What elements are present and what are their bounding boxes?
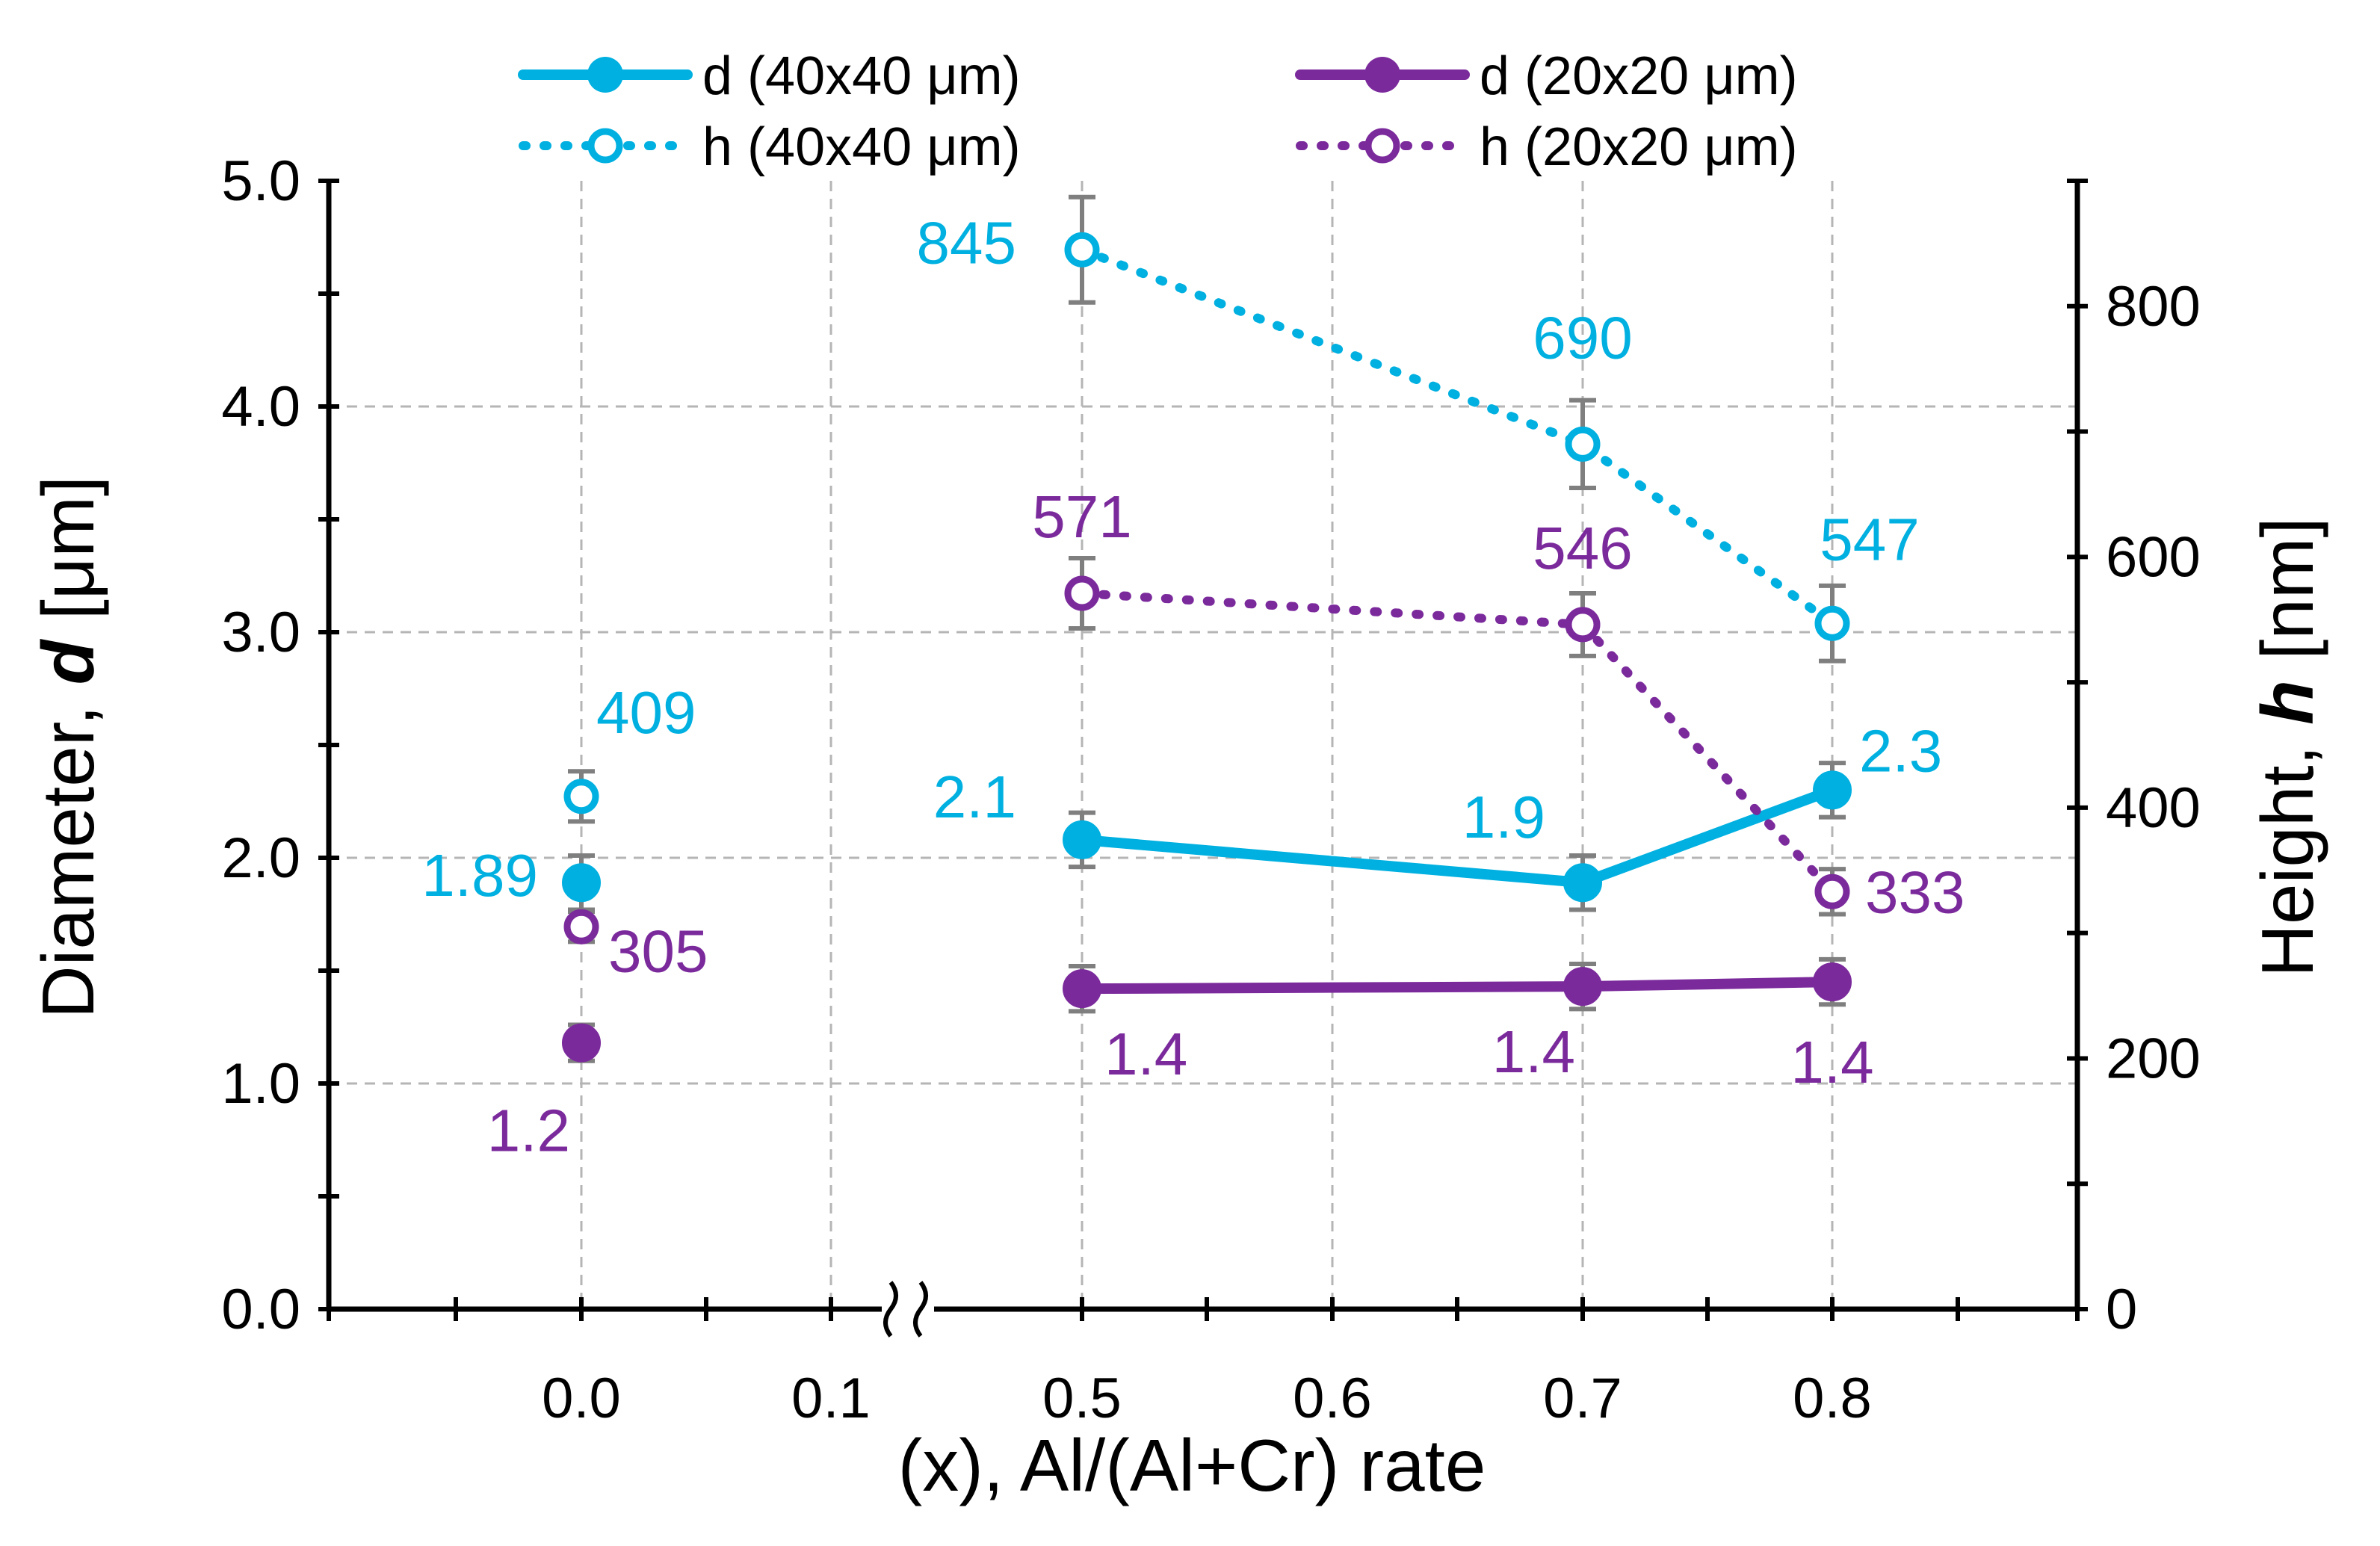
data-point [562, 863, 601, 903]
y-left-tick-label: 2.0 [221, 826, 300, 890]
y-right-tick-label: 400 [2106, 776, 2201, 840]
data-point [563, 909, 599, 944]
legend-marker [587, 57, 623, 93]
data-point [1813, 770, 1852, 810]
y-right-tick-label: 0 [2106, 1278, 2137, 1341]
data-point [1063, 820, 1101, 859]
data-point [1064, 575, 1100, 611]
data-label: 690 [1533, 304, 1632, 371]
data-label: 845 [917, 209, 1016, 276]
x-tick-label: 0.7 [1543, 1367, 1622, 1430]
y-left-tick-label: 4.0 [221, 375, 300, 439]
y-right-tick-label: 600 [2106, 525, 2201, 589]
y-axis-left-title: Diameter, d [μm] [27, 476, 109, 1018]
data-point [1563, 863, 1602, 903]
legend-label: h (20x20 μm) [1480, 117, 1798, 177]
y-axis-right-title: Height, h [nm] [2246, 517, 2328, 977]
series-0 [562, 761, 1852, 912]
y-left-tick-label: 3.0 [221, 601, 300, 664]
legend-label: h (40x40 μm) [702, 117, 1021, 177]
data-point [1813, 962, 1852, 1002]
x-tick-label: 0.1 [791, 1367, 871, 1430]
series [562, 194, 1852, 1063]
data-label: 2.1 [933, 764, 1016, 830]
data-label: 409 [596, 679, 696, 746]
y-right-tick-label: 200 [2106, 1027, 2201, 1090]
data-label: 571 [1032, 483, 1131, 550]
data-label: 1.4 [1790, 1029, 1873, 1095]
y-left-tick-label: 5.0 [221, 149, 300, 213]
y-right-tick-label: 800 [2106, 275, 2201, 338]
data-label: 333 [1865, 859, 1965, 925]
legend-label: d (20x20 μm) [1480, 46, 1798, 106]
grid-lines [329, 181, 2077, 1309]
y-axis-left-title-unit: [μm] [27, 476, 109, 640]
y-left-tick-label: 0.0 [221, 1278, 300, 1341]
legend-marker [1364, 57, 1400, 93]
data-label: 305 [608, 918, 708, 984]
legend-label: d (40x40 μm) [702, 46, 1021, 106]
data-point [1063, 969, 1101, 1009]
data-label: 547 [1820, 506, 1919, 572]
legend-item: h (40x40 μm) [519, 117, 1021, 177]
data-label: 1.9 [1462, 784, 1545, 850]
data-label: 1.2 [487, 1098, 570, 1164]
legend-item: h (20x20 μm) [1296, 117, 1798, 177]
x-axis-title: (x), Al/(Al+Cr) rate [898, 1424, 1486, 1506]
data-point [563, 779, 599, 814]
data-point [1814, 874, 1850, 909]
x-tick-label: 0.6 [1293, 1367, 1372, 1430]
y-left-tick-label: 1.0 [221, 1052, 300, 1116]
x-tick-label: 0.5 [1042, 1367, 1122, 1430]
legend: d (40x40 μm) h (40x40 μm) d (20x20 μm) h (2… [518, 46, 1798, 177]
data-point [562, 1023, 601, 1063]
y-axis-left-title-var: d [27, 639, 109, 685]
data-point [1565, 426, 1601, 462]
data-labels: 1.89 2.1 1.9 2.3 409 845 690 547 1.2 1.4 1.4 1.4 305… [421, 209, 1965, 1163]
x-tick-label: 0.0 [542, 1367, 621, 1430]
data-point [1814, 605, 1850, 641]
series-2 [562, 956, 1852, 1063]
legend-marker [587, 128, 623, 164]
legend-item: d (20x20 μm) [1295, 46, 1798, 106]
axis-break-mark [883, 1281, 898, 1338]
y-axis-right-title-var: h [2246, 680, 2328, 725]
y-axis-left-title-prefix: Diameter, [27, 685, 109, 1019]
data-point [1565, 607, 1601, 643]
data-label: 1.4 [1492, 1018, 1575, 1085]
axes: 0.0 1.0 2.0 3.0 4.0 5.0 0 200 400 600 800 0.0 0.1 0.5… [221, 149, 2200, 1430]
series-3 [563, 556, 1850, 944]
data-label: 1.4 [1104, 1021, 1187, 1087]
data-label: 2.3 [1859, 717, 1942, 784]
x-tick-label: 0.8 [1793, 1367, 1872, 1430]
legend-marker [1364, 128, 1400, 164]
y-axis-right-title-unit: [nm] [2246, 517, 2328, 680]
series-1 [563, 194, 1850, 824]
data-point [1064, 232, 1100, 268]
data-point [1563, 967, 1602, 1007]
data-label: 546 [1533, 515, 1632, 581]
y-axis-right-title-prefix: Height, [2246, 725, 2328, 977]
legend-item: d (40x40 μm) [518, 46, 1021, 106]
data-label: 1.89 [421, 842, 538, 909]
axis-break-mark [913, 1281, 928, 1338]
